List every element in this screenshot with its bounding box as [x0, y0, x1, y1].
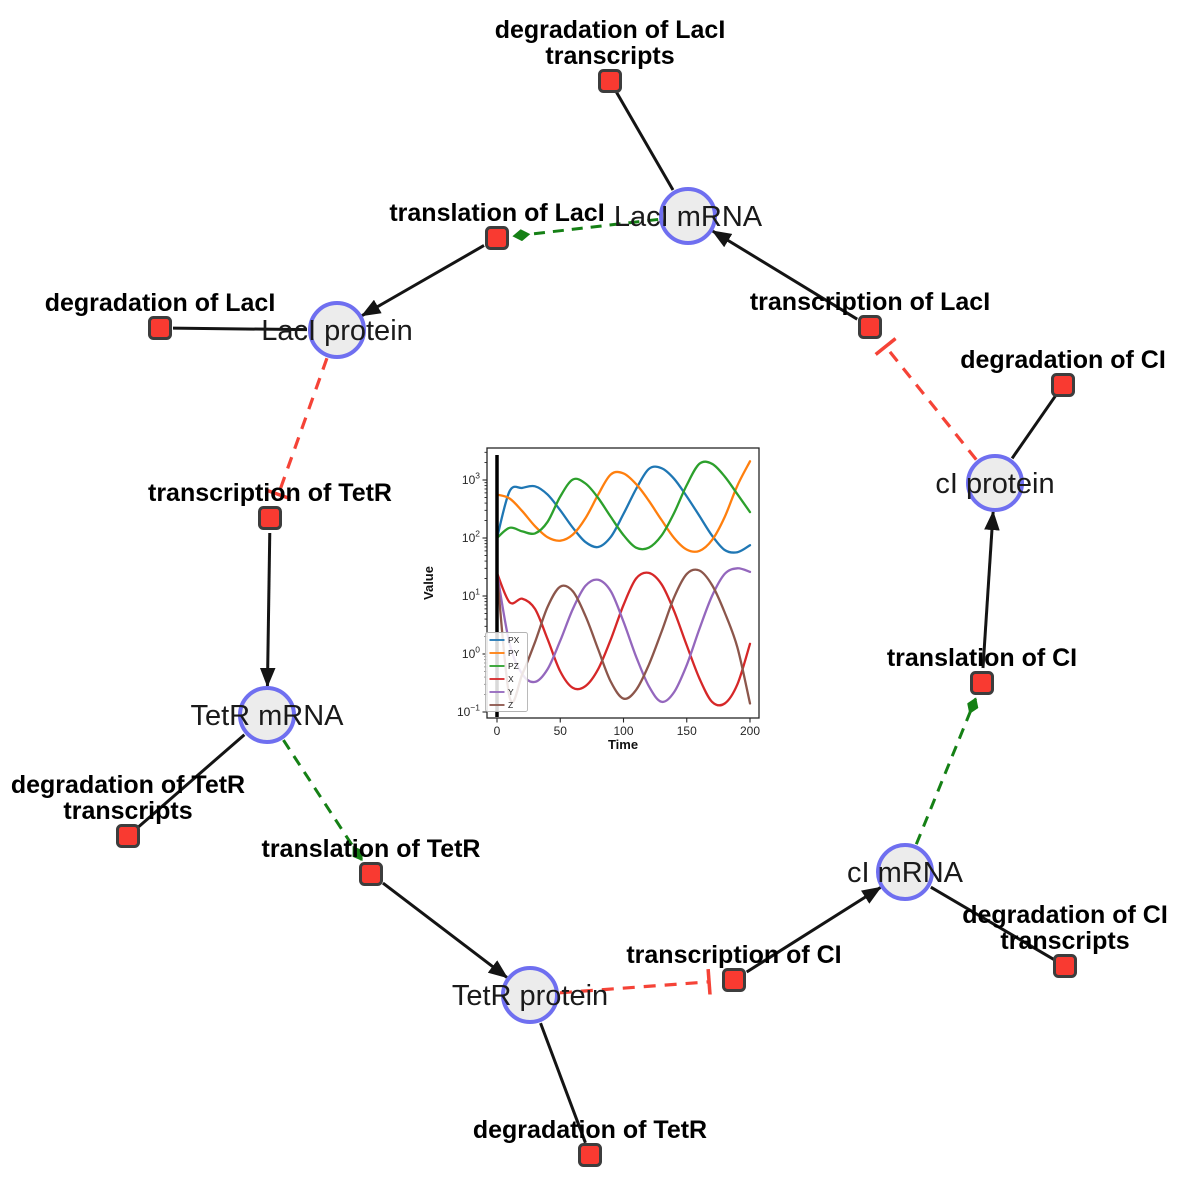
- x-tick-label: 150: [677, 724, 697, 738]
- reaction-node-transl_laci: [485, 226, 509, 250]
- species-label-tetr_mrna: TetR mRNA: [190, 700, 344, 732]
- species-node-tetr_protein: [501, 966, 559, 1024]
- series-Y: [495, 567, 752, 704]
- reaction-label-deg_ci_tx-line1: degradation of CI: [962, 901, 1168, 929]
- edge-catalysis-laci_mrna-transl_laci: [512, 217, 659, 242]
- x-tick-label: 100: [613, 724, 633, 738]
- reaction-node-deg_ci: [1051, 373, 1075, 397]
- edge-consumption-laci_protein-deg_laci: [172, 326, 308, 332]
- x-tick-label: 50: [554, 724, 568, 738]
- reaction-label-deg_ci-line1: degradation of CI: [960, 346, 1166, 374]
- species-label-laci_protein: LacI protein: [261, 315, 413, 347]
- chart-series-group: [495, 455, 752, 717]
- edge-consumption-ci_protein-deg_ci: [1010, 394, 1057, 460]
- reaction-label-deg_laci-line1: degradation of LacI: [45, 289, 276, 317]
- edge-consumption-ci_mrna-deg_ci_tx: [930, 885, 1055, 961]
- species-label-laci_mrna: LacI mRNA: [614, 201, 763, 233]
- edge-inhibition-laci_protein-tx_tetr: [265, 357, 329, 501]
- reaction-node-deg_tetr: [578, 1143, 602, 1167]
- reaction-node-tx_ci: [722, 968, 746, 992]
- reaction-node-deg_tetr_tx: [116, 824, 140, 848]
- series-PY: [495, 460, 752, 553]
- chart-legend: PX PY PZ XYZ: [485, 632, 528, 712]
- reaction-label-deg_tetr_tx-line2: transcripts: [63, 797, 192, 825]
- legend-label-PZ: PZ: [508, 661, 519, 671]
- reaction-label-tx_tetr-line1: transcription of TetR: [148, 479, 392, 507]
- reaction-label-tx_ci-line1: transcription of CI: [626, 941, 841, 969]
- y-tick-label: 10−1: [457, 703, 480, 720]
- reaction-label-tx_laci-line1: transcription of LacI: [750, 288, 990, 316]
- edge-consumption-tetr_mrna-deg_tetr_tx: [136, 733, 246, 829]
- species-layer: LacI mRNA LacI protein cI protein TetR mRNA…: [190, 187, 1055, 1024]
- reaction-label-deg_laci_tx-line2: transcripts: [545, 42, 674, 70]
- edge-inhibition-ci_protein-tx_laci: [874, 337, 978, 461]
- legend-label-PY: PY: [508, 648, 520, 658]
- legend-label-Y: Y: [508, 687, 514, 697]
- edge-consumption-laci_mrna-deg_laci_tx: [615, 91, 675, 191]
- species-node-tetr_mrna: [238, 686, 296, 744]
- reactions-layer: degradation of LacItranscriptstranslatio…: [11, 16, 1168, 1167]
- edge-production-transl_tetr-tetr_protein: [382, 881, 509, 979]
- species-label-ci_mrna: cI mRNA: [847, 857, 964, 889]
- legend-label-X: X: [508, 674, 514, 684]
- species-label-ci_protein: cI protein: [935, 468, 1054, 500]
- x-tick-label: 200: [740, 724, 760, 738]
- inset-chart: 0 50 100 150 20010−1100101102103TimeValuePXP…: [421, 447, 760, 752]
- x-tick-label: 0: [494, 724, 501, 738]
- edge-production-tx_ci-ci_mrna: [745, 886, 882, 974]
- reaction-node-deg_laci: [148, 316, 172, 340]
- species-node-ci_protein: [966, 454, 1024, 512]
- x-axis-label: Time: [608, 737, 638, 752]
- edge-inhibition-tetr_protein-tx_ci: [559, 968, 712, 995]
- reaction-label-transl_ci-line1: translation of CI: [887, 644, 1077, 672]
- series-X: [495, 571, 752, 707]
- reaction-label-deg_ci_tx-line2: transcripts: [1000, 927, 1129, 955]
- reaction-node-deg_ci_tx: [1053, 954, 1077, 978]
- edges-layer: [136, 91, 1057, 1144]
- y-tick-label: 103: [462, 471, 480, 488]
- edge-catalysis-tetr_mrna-transl_tetr: [282, 739, 363, 862]
- reaction-node-tx_laci: [858, 315, 882, 339]
- edge-production-tx_laci-laci_mrna: [711, 229, 858, 321]
- edge-catalysis-ci_mrna-transl_ci: [914, 697, 979, 845]
- reaction-label-transl_laci-line1: translation of LacI: [389, 199, 604, 227]
- reaction-node-transl_ci: [970, 671, 994, 695]
- species-node-ci_mrna: [876, 843, 934, 901]
- species-node-laci_mrna: [659, 187, 717, 245]
- y-tick-label: 100: [462, 645, 480, 662]
- y-tick-label: 101: [462, 587, 480, 604]
- edge-production-transl_ci-ci_protein: [981, 510, 1000, 669]
- reaction-label-deg_laci_tx-line1: degradation of LacI: [495, 16, 726, 44]
- y-axis-label: Value: [421, 566, 436, 600]
- edge-consumption-tetr_protein-deg_tetr: [539, 1022, 587, 1144]
- reaction-label-transl_tetr-line1: translation of TetR: [262, 835, 481, 863]
- series-PZ: [495, 460, 752, 551]
- legend-label-Z: Z: [508, 700, 513, 710]
- y-tick-label: 102: [462, 529, 480, 546]
- edge-production-transl_laci-laci_protein: [360, 244, 485, 317]
- series-PX: [495, 465, 752, 554]
- reaction-node-tx_tetr: [258, 506, 282, 530]
- reaction-label-deg_tetr-line1: degradation of TetR: [473, 1116, 707, 1144]
- edge-production-tx_tetr-tetr_mrna: [259, 532, 276, 688]
- reaction-node-transl_tetr: [359, 862, 383, 886]
- species-node-laci_protein: [308, 301, 366, 359]
- species-label-tetr_protein: TetR protein: [452, 980, 608, 1012]
- reaction-node-deg_laci_tx: [598, 69, 622, 93]
- chart-axes-frame: [486, 447, 760, 719]
- series-Z: [495, 568, 752, 705]
- legend-label-PX: PX: [508, 635, 520, 645]
- reaction-label-deg_tetr_tx-line1: degradation of TetR: [11, 771, 245, 799]
- legend-frame: [485, 632, 528, 712]
